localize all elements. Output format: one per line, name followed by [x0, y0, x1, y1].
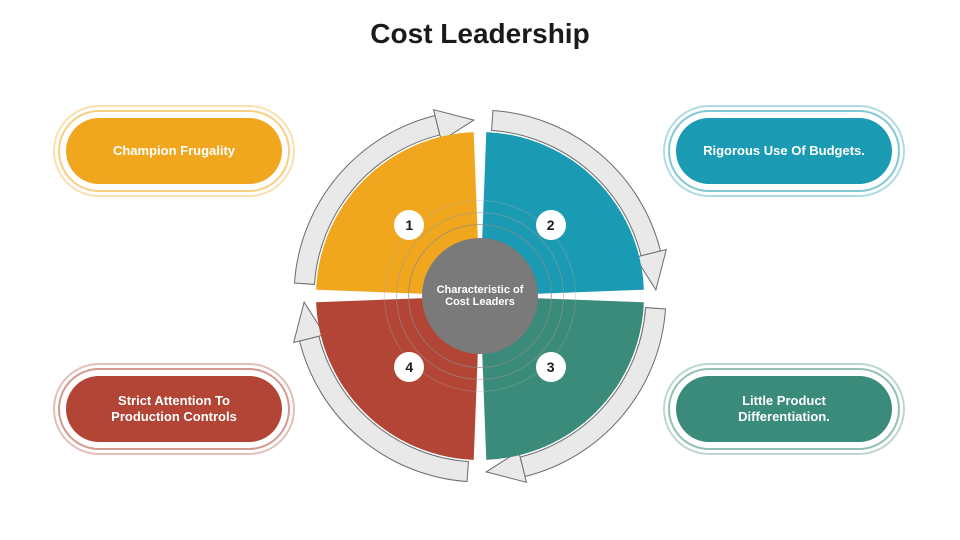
pill-production-controls: Strict Attention To Production Controls [66, 376, 282, 442]
pill-rigorous-budgets: Rigorous Use Of Budgets. [676, 118, 892, 184]
pill-label: Champion Frugality [113, 143, 235, 159]
center-circle: Characteristic of Cost Leaders [422, 238, 538, 354]
quad-number-4: 4 [394, 352, 424, 382]
pill-label: Rigorous Use Of Budgets. [703, 143, 865, 159]
page-title: Cost Leadership [0, 18, 960, 50]
quad-number-3: 3 [536, 352, 566, 382]
pill-label: Little Product Differentiation. [698, 393, 870, 426]
center-label: Characteristic of Cost Leaders [430, 284, 530, 308]
pill-little-differentiation: Little Product Differentiation. [676, 376, 892, 442]
pill-champion-frugality: Champion Frugality [66, 118, 282, 184]
quad-number-2: 2 [536, 210, 566, 240]
pill-label: Strict Attention To Production Controls [88, 393, 260, 426]
